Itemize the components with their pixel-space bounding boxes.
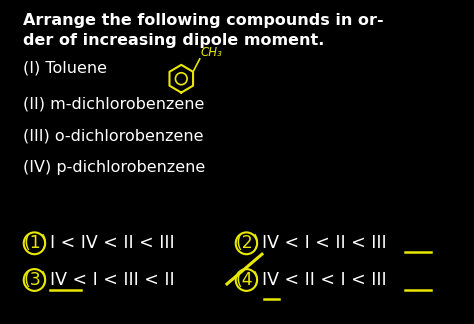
Text: I < IV < II < III: I < IV < II < III [50,234,174,252]
Text: IV < II < I < III: IV < II < I < III [262,271,387,289]
Text: (II) m-dichlorobenzene: (II) m-dichlorobenzene [23,97,204,111]
Text: (2): (2) [236,234,260,252]
Text: Arrange the following compounds in or-: Arrange the following compounds in or- [23,13,383,28]
Text: (1): (1) [24,234,48,252]
Text: CH₃: CH₃ [201,46,223,59]
Text: IV < I < II < III: IV < I < II < III [262,234,387,252]
Text: (4): (4) [236,271,260,289]
Text: IV < I < III < II: IV < I < III < II [50,271,174,289]
Text: (IV) p-dichlorobenzene: (IV) p-dichlorobenzene [23,160,205,175]
Text: (I) Toluene: (I) Toluene [23,61,107,76]
Text: (III) o-dichlorobenzene: (III) o-dichlorobenzene [23,128,203,143]
Text: der of increasing dipole moment.: der of increasing dipole moment. [23,33,324,48]
Text: (3): (3) [24,271,48,289]
